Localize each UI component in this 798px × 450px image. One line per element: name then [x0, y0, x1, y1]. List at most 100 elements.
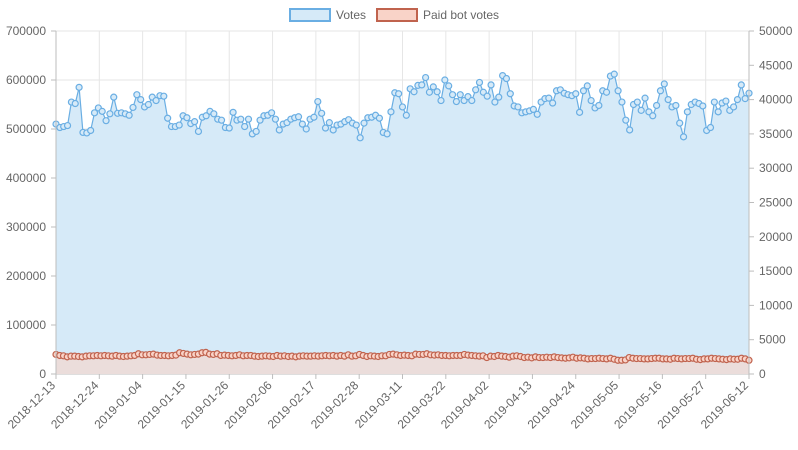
point-votes[interactable] [679, 133, 688, 141]
point-votes[interactable] [433, 88, 441, 96]
point-votes[interactable] [383, 130, 391, 138]
point-votes[interactable] [422, 73, 430, 82]
point-votes[interactable] [110, 93, 118, 101]
point-votes[interactable] [549, 99, 557, 107]
point-votes[interactable] [448, 91, 457, 99]
point-votes[interactable] [402, 111, 410, 119]
point-votes[interactable] [318, 109, 326, 117]
point-votes[interactable] [387, 108, 395, 116]
point-votes[interactable] [579, 87, 588, 95]
point-votes[interactable] [456, 91, 464, 99]
point-votes[interactable] [706, 123, 715, 132]
point-votes[interactable] [137, 95, 145, 104]
point-votes[interactable] [271, 115, 280, 123]
point-votes[interactable] [164, 114, 172, 122]
point-votes[interactable] [595, 101, 603, 110]
point-votes[interactable] [63, 121, 72, 130]
point-votes[interactable] [602, 88, 611, 96]
point-votes[interactable] [729, 103, 738, 111]
point-votes[interactable] [375, 114, 383, 122]
point-votes[interactable] [329, 126, 337, 134]
point-votes[interactable] [325, 119, 333, 127]
point-votes[interactable] [445, 82, 453, 90]
point-votes[interactable] [502, 74, 511, 83]
point-votes[interactable] [210, 110, 218, 118]
point-votes[interactable] [618, 98, 626, 106]
point-votes[interactable] [321, 124, 330, 132]
point-votes[interactable] [314, 97, 322, 106]
point-votes[interactable] [487, 81, 495, 89]
point-votes[interactable] [475, 78, 484, 87]
point-votes[interactable] [160, 92, 168, 100]
point-votes[interactable] [714, 108, 722, 116]
point-votes[interactable] [441, 76, 449, 84]
point-votes[interactable] [649, 112, 657, 120]
point-votes[interactable] [664, 95, 672, 104]
point-votes[interactable] [583, 82, 591, 90]
point-votes[interactable] [622, 116, 630, 124]
point-votes[interactable] [676, 119, 684, 127]
point-votes[interactable] [514, 103, 522, 111]
point-votes[interactable] [256, 116, 264, 124]
point-votes[interactable] [129, 103, 137, 112]
point-votes[interactable] [741, 95, 749, 103]
point-votes[interactable] [398, 103, 407, 111]
point-votes[interactable] [241, 122, 249, 131]
point-votes[interactable] [244, 115, 253, 123]
point-votes[interactable] [641, 94, 649, 102]
legend-label-paid-bot-votes[interactable]: Paid bot votes [423, 8, 499, 22]
point-votes[interactable] [302, 125, 310, 133]
point-votes[interactable] [733, 95, 742, 104]
point-votes[interactable] [71, 99, 79, 108]
point-votes[interactable] [722, 97, 730, 105]
point-votes[interactable] [294, 113, 303, 121]
point-votes[interactable] [468, 96, 476, 105]
point-votes[interactable] [495, 93, 503, 101]
point-votes[interactable] [737, 81, 745, 89]
point-votes[interactable] [106, 110, 114, 118]
point-votes[interactable] [191, 118, 199, 126]
point-votes[interactable] [217, 116, 226, 124]
point-votes[interactable] [429, 83, 437, 91]
point-votes[interactable] [102, 117, 110, 125]
point-votes[interactable] [202, 112, 210, 120]
point-votes[interactable] [575, 108, 584, 116]
legend-swatch-votes[interactable] [289, 8, 331, 22]
point-votes[interactable] [152, 96, 160, 105]
point-votes[interactable] [87, 126, 95, 135]
point-votes[interactable] [352, 121, 360, 129]
point-votes[interactable] [133, 91, 141, 99]
point-votes[interactable] [699, 102, 707, 110]
point-votes[interactable] [660, 80, 668, 88]
point-votes[interactable] [144, 100, 152, 109]
point-votes[interactable] [545, 94, 553, 102]
point-votes[interactable] [356, 134, 364, 142]
point-votes[interactable] [395, 90, 403, 98]
point-votes[interactable] [506, 90, 514, 98]
point-votes[interactable] [626, 126, 634, 134]
point-votes[interactable] [437, 96, 445, 105]
point-votes[interactable] [237, 115, 245, 123]
point-votes[interactable] [710, 98, 718, 106]
point-votes[interactable] [637, 106, 645, 114]
legend-label-votes[interactable]: Votes [336, 8, 366, 22]
point-votes[interactable] [310, 113, 318, 121]
point-votes[interactable] [75, 83, 83, 91]
point-votes[interactable] [229, 108, 237, 116]
legend-swatch-paid-bot-votes[interactable] [376, 8, 418, 22]
point-votes[interactable] [98, 107, 106, 115]
point-votes[interactable] [90, 109, 99, 117]
point-votes[interactable] [452, 97, 460, 106]
point-votes[interactable] [360, 119, 368, 127]
point-votes[interactable] [418, 81, 426, 89]
point-votes[interactable] [194, 127, 203, 136]
point-votes[interactable] [587, 96, 595, 105]
point-votes[interactable] [183, 114, 191, 122]
point-votes[interactable] [652, 101, 661, 110]
point-votes[interactable] [633, 98, 641, 106]
point-votes[interactable] [275, 126, 283, 134]
point-votes[interactable] [491, 98, 499, 106]
point-votes[interactable] [425, 88, 434, 96]
point-votes[interactable] [533, 110, 541, 118]
point-votes[interactable] [472, 86, 480, 94]
